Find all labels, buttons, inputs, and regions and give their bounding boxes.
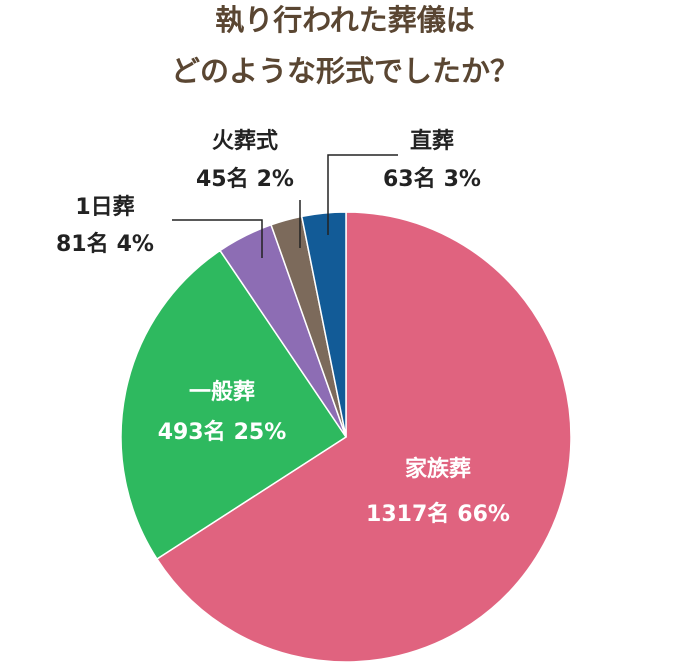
count-label: 45名 <box>196 166 249 192</box>
percent-label: 2% <box>257 167 294 192</box>
pie-slice <box>155 211 572 662</box>
pie-slice <box>300 211 347 438</box>
slice-value: 1317名 66% <box>366 501 510 527</box>
count-label: 493名 <box>158 419 226 445</box>
leader-line <box>327 154 398 235</box>
slice-name: 家族葬 <box>405 456 471 482</box>
count-label: 63名 <box>383 166 436 192</box>
chart-title: どのような形式でしたか？ <box>171 54 519 88</box>
leader-line <box>172 219 263 258</box>
slice-value: 81名 4% <box>56 231 154 257</box>
slice-name: 直葬 <box>410 128 454 154</box>
chart-title: 執り行われた葬儀は <box>215 3 475 37</box>
count-label: 1317名 <box>366 501 449 527</box>
slice-name: 1日葬 <box>75 194 134 220</box>
pie-slice <box>120 249 348 560</box>
slice-value: 493名 25% <box>158 419 287 445</box>
count-label: 81名 <box>56 231 109 257</box>
slice-name: 一般葬 <box>189 379 255 405</box>
percent-label: 66% <box>457 502 510 527</box>
percent-label: 3% <box>444 167 481 192</box>
slice-value: 63名 3% <box>383 166 481 192</box>
slice-name: 火葬式 <box>212 128 278 154</box>
percent-label: 4% <box>117 232 154 257</box>
percent-label: 25% <box>234 420 287 445</box>
slice-value: 45名 2% <box>196 166 294 192</box>
